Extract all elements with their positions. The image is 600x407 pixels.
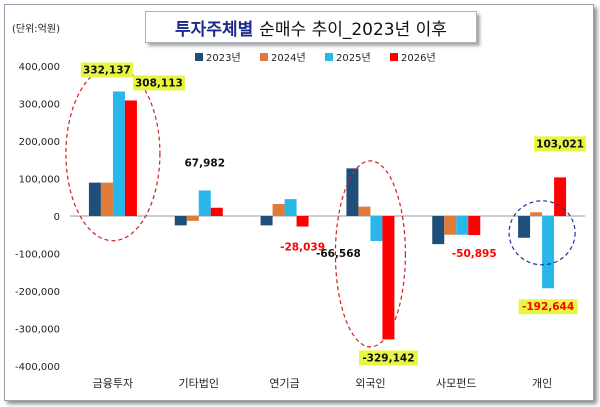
legend-swatch <box>390 53 398 61</box>
data-label-highlight <box>80 62 134 78</box>
legend-swatch <box>195 53 203 61</box>
legend-label: 2023년 <box>206 52 241 64</box>
bar-2024년-금융투자 <box>100 182 113 216</box>
legend-swatch <box>260 53 268 61</box>
bar-2026년-연기금 <box>296 216 309 227</box>
data-label: -66,568 <box>316 248 361 260</box>
bar-2024년-기타법인 <box>186 216 199 221</box>
y-tick-label: 0 <box>54 212 60 223</box>
bar-2023년-연기금 <box>260 216 273 226</box>
y-tick-label: 200,000 <box>19 137 60 148</box>
legend-label: 2026년 <box>401 52 436 64</box>
y-tick-label: -300,000 <box>15 325 60 336</box>
data-label: 103,021 <box>536 138 584 150</box>
legend-label: 2025년 <box>336 52 371 64</box>
bar-2025년-외국인 <box>370 216 383 241</box>
bar-2026년-기타법인 <box>210 207 223 216</box>
unit-label: (단위:억원) <box>12 24 60 35</box>
chart-title-main: 투자주체별 <box>175 19 254 40</box>
data-label: -329,142 <box>362 352 414 364</box>
bar-2025년-사모펀드 <box>456 216 469 235</box>
bar-2023년-사모펀드 <box>432 216 445 245</box>
y-tick-label: -100,000 <box>15 250 60 261</box>
data-label: 308,113 <box>135 77 183 89</box>
bar-2023년-기타법인 <box>174 216 187 226</box>
legend-swatch <box>325 53 333 61</box>
data-label-highlight <box>132 75 186 91</box>
category-label: 개인 <box>532 377 552 390</box>
bar-2024년-연기금 <box>272 204 285 216</box>
data-label: 67,982 <box>184 158 225 170</box>
legend-label: 2024년 <box>271 52 306 64</box>
bar-2025년-기타법인 <box>198 190 211 216</box>
data-label: -192,644 <box>522 301 574 313</box>
category-label: 외국인 <box>355 377 385 390</box>
data-label: -50,895 <box>452 248 497 260</box>
y-tick-label: -400,000 <box>15 362 60 373</box>
category-label: 기타법인 <box>179 377 219 390</box>
highlight-ellipse <box>334 160 407 348</box>
category-label: 사모펀드 <box>436 377 476 390</box>
data-label: -28,039 <box>280 242 325 254</box>
category-label: 금융투자 <box>93 377 133 390</box>
y-tick-label: -200,000 <box>15 287 60 298</box>
bar-2023년-금융투자 <box>88 182 101 216</box>
data-label-highlight <box>359 350 418 366</box>
bar-2026년-금융투자 <box>124 100 137 216</box>
chart-title-box: 투자주체별 순매수 추이_2023년 이후 <box>145 11 477 43</box>
data-label-highlight <box>518 299 578 315</box>
highlight-ellipse <box>508 200 576 266</box>
bar-2024년-외국인 <box>358 206 371 216</box>
y-tick-label: 400,000 <box>19 62 60 73</box>
bar-2023년-개인 <box>518 216 531 238</box>
bar-2025년-개인 <box>542 216 555 289</box>
bar-2025년-금융투자 <box>112 91 125 216</box>
y-tick-label: 100,000 <box>19 175 60 186</box>
bar-2026년-사모펀드 <box>468 216 481 236</box>
bar-2024년-개인 <box>530 212 543 216</box>
data-label-highlight <box>533 136 587 152</box>
bar-2023년-외국인 <box>346 168 359 216</box>
category-label: 연기금 <box>269 377 299 390</box>
bar-2024년-사모펀드 <box>444 216 457 235</box>
bar-2025년-연기금 <box>284 199 297 216</box>
data-label: 332,137 <box>83 64 131 76</box>
bar-2026년-개인 <box>554 177 567 216</box>
chart-title-sub: 순매수 추이_2023년 이후 <box>259 19 447 40</box>
y-tick-label: 300,000 <box>19 100 60 111</box>
bar-2026년-외국인 <box>382 216 395 340</box>
